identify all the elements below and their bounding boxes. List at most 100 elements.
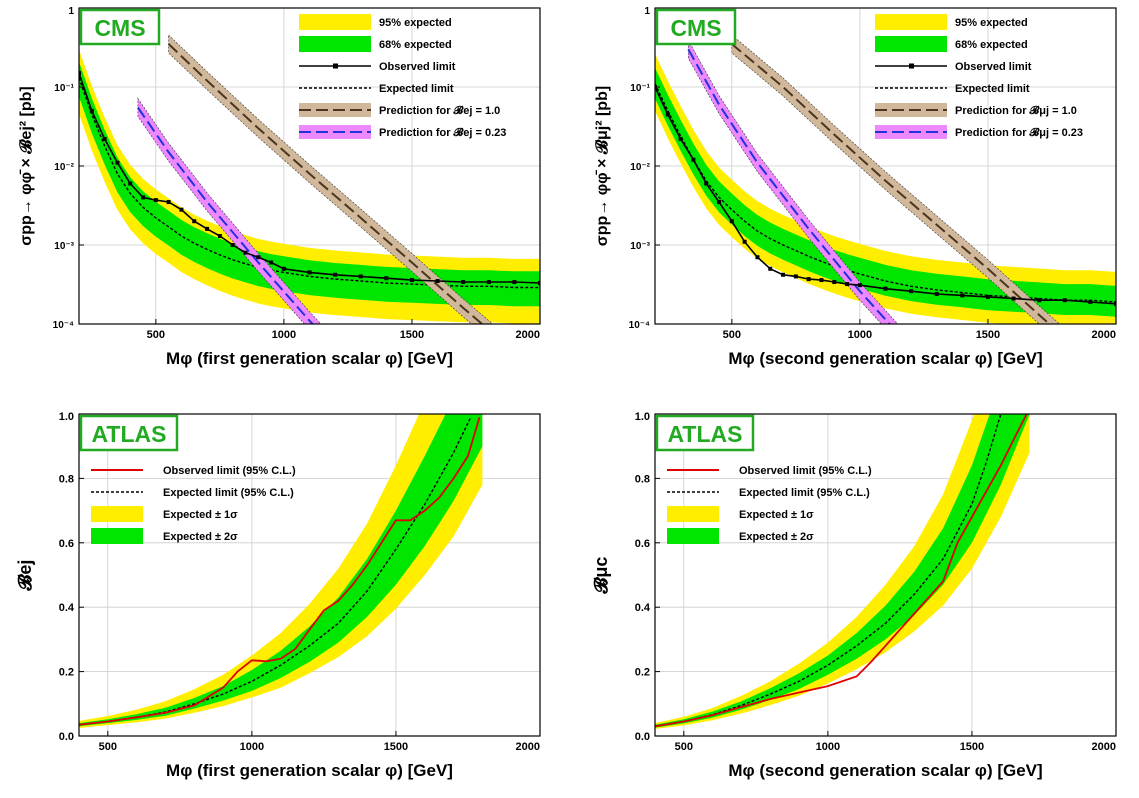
prediction-full-line — [731, 43, 1051, 324]
observed-point — [435, 279, 440, 284]
x-tick-label: 1500 — [960, 741, 984, 753]
prediction-full-band — [731, 34, 1061, 324]
observed-point — [217, 233, 222, 238]
band-68-expected — [79, 61, 540, 307]
y-tick-label: 10⁻¹ — [630, 83, 650, 94]
y-tick-label: 10⁻¹ — [54, 83, 74, 94]
observed-point — [486, 280, 491, 285]
legend-label: 95% expected — [955, 17, 1028, 29]
x-tick-label: 500 — [99, 741, 117, 753]
legend-label: Expected limit (95% C.L.) — [739, 487, 870, 499]
observed-point — [909, 289, 914, 294]
x-tick-label: 1000 — [272, 329, 296, 341]
legend-swatch — [875, 14, 947, 30]
y-axis-label: σpp→ φφ̄ × 𝓑ej² [pb] — [18, 86, 35, 246]
experiment-badge: ATLAS — [668, 421, 743, 447]
observed-point — [153, 198, 158, 203]
plot-frame — [654, 413, 1117, 737]
observed-point — [665, 112, 670, 117]
x-tick-label: 500 — [675, 741, 693, 753]
observed-point — [205, 226, 210, 231]
experiment-badge: CMS — [670, 15, 721, 41]
plot-area — [79, 8, 540, 324]
plot-background — [655, 414, 1116, 736]
observed-point — [1088, 299, 1093, 304]
y-tick-label: 10⁻⁴ — [629, 320, 650, 331]
observed-point — [256, 255, 261, 260]
x-tick-label: 1000 — [848, 329, 872, 341]
legend-label: Prediction for 𝓑μj = 1.0 — [955, 105, 1077, 117]
x-tick-label: 1000 — [240, 741, 264, 753]
observed-point — [704, 181, 709, 186]
plot-area — [655, 8, 1116, 324]
observed-point — [192, 219, 197, 224]
observed-point — [691, 157, 696, 162]
expected-limit-line — [655, 83, 1116, 303]
y-tick-label: 0.2 — [59, 667, 74, 679]
band-68-expected — [655, 67, 1116, 317]
chart-3: 500 1000 1500 2000 0.0 0.2 0.4 0.6 0.8 1.0 Mφ (fir… — [15, 411, 541, 780]
legend-label: Expected limit — [955, 83, 1030, 95]
y-tick-label: 0.4 — [59, 602, 75, 614]
legend-label: 95% expected — [379, 17, 452, 29]
y-axis-label: 𝓑ej — [15, 560, 35, 592]
expected-limit-line — [655, 414, 1002, 727]
y-axis-label: σpp→ φφ̄ × 𝓑μj² [pb] — [594, 86, 611, 246]
y-tick-label: 0.8 — [635, 473, 650, 485]
legend-label: Prediction for 𝓑μj = 0.23 — [955, 127, 1083, 139]
y-tick-label: 0.6 — [59, 538, 74, 550]
observed-point — [960, 293, 965, 298]
experiment-badge-box — [655, 414, 755, 452]
y-axis-label: 𝓑μc — [591, 557, 611, 595]
observed-point — [79, 71, 81, 76]
prediction-partial-line — [687, 48, 891, 324]
x-tick-label: 2000 — [516, 329, 540, 341]
y-tick-label: 10⁻² — [630, 162, 650, 173]
experiment-badge-box — [655, 8, 737, 46]
legend-swatch-marker — [333, 63, 338, 69]
chart-4: 500 1000 1500 2000 0.0 0.2 0.4 0.6 0.8 1.0 Mφ (sec… — [591, 411, 1117, 780]
plot-area — [655, 414, 1116, 736]
legend-label: Prediction for 𝓑ej = 1.0 — [379, 105, 500, 117]
legend-label: Expected ± 2σ — [163, 531, 238, 543]
y-tick-label: 0.2 — [635, 667, 650, 679]
y-tick-label: 10⁻³ — [630, 241, 650, 252]
legend-swatch — [299, 36, 371, 52]
observed-point — [89, 108, 94, 113]
x-tick-label: 2000 — [1092, 741, 1116, 753]
experiment-badge: ATLAS — [92, 421, 167, 447]
prediction-full-band — [168, 34, 494, 324]
x-axis-label: Mφ (first generation scalar φ) [GeV] — [166, 349, 453, 368]
legend-swatch — [875, 36, 947, 52]
observed-point — [883, 286, 888, 291]
x-tick-label: 2000 — [1092, 329, 1116, 341]
observed-point — [832, 280, 837, 285]
band-95-expected — [655, 53, 1116, 324]
observed-point — [819, 278, 824, 283]
observed-point — [102, 136, 107, 141]
legend-label: Expected ± 1σ — [739, 509, 814, 521]
observed-point — [934, 291, 939, 296]
legend-label: Observed limit — [955, 61, 1032, 73]
observed-point — [307, 270, 312, 275]
observed-point — [781, 272, 786, 277]
observed-point — [141, 195, 146, 200]
y-tick-label: 0.4 — [635, 602, 651, 614]
legend-label: Prediction for 𝓑ej = 0.23 — [379, 127, 506, 139]
observed-point — [806, 277, 811, 282]
x-tick-label: 2000 — [516, 741, 540, 753]
observed-point — [717, 200, 722, 205]
legend-label: Expected limit — [379, 83, 454, 95]
y-tick-label: 0.0 — [59, 731, 74, 743]
observed-point — [409, 278, 414, 283]
observed-point — [1114, 301, 1116, 306]
observed-limit-line — [655, 414, 1028, 728]
observed-point — [358, 274, 363, 279]
observed-point — [538, 281, 540, 286]
legend: Observed limit (95% C.L.) Expected limit … — [91, 465, 296, 544]
band-inner-expected — [79, 414, 483, 727]
legend-label: 68% expected — [379, 39, 452, 51]
observed-point — [243, 250, 248, 255]
x-tick-label: 500 — [147, 329, 165, 341]
